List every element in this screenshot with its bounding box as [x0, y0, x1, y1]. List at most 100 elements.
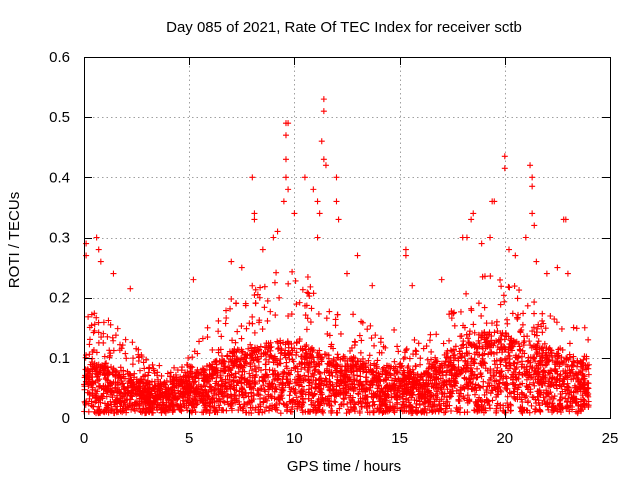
data-point — [520, 339, 527, 346]
tick-marks — [84, 57, 611, 419]
data-point — [156, 362, 163, 369]
data-point — [344, 361, 351, 368]
data-point — [547, 350, 554, 357]
data-point — [283, 401, 290, 408]
data-point — [393, 378, 400, 385]
data-point — [97, 258, 104, 265]
data-point — [498, 372, 505, 379]
data-point — [507, 407, 514, 414]
data-point — [478, 312, 485, 319]
data-point — [190, 276, 197, 283]
data-point — [488, 342, 495, 349]
data-point — [570, 324, 577, 331]
data-point — [491, 329, 498, 336]
data-point — [420, 377, 427, 384]
data-point — [438, 406, 445, 413]
data-point — [485, 351, 492, 358]
data-point — [476, 351, 483, 358]
data-point — [309, 370, 316, 377]
data-point — [288, 398, 295, 405]
data-point — [542, 393, 549, 400]
data-point — [91, 321, 98, 328]
data-point — [447, 393, 454, 400]
data-point — [375, 371, 382, 378]
data-point — [272, 371, 279, 378]
data-point — [221, 367, 228, 374]
data-point — [535, 364, 542, 371]
data-point — [334, 365, 341, 372]
data-point — [540, 320, 547, 327]
data-point — [117, 395, 124, 402]
data-point — [564, 403, 571, 410]
data-point — [199, 335, 206, 342]
data-point — [573, 325, 580, 332]
data-point — [491, 378, 498, 385]
data-point — [417, 376, 424, 383]
data-point — [86, 351, 93, 358]
data-point — [362, 374, 369, 381]
data-point — [371, 401, 378, 408]
data-point — [347, 407, 354, 414]
data-point — [478, 330, 485, 337]
data-point — [277, 410, 284, 417]
y-axis-label: ROTI / TECUs — [6, 192, 23, 288]
data-point — [141, 373, 148, 380]
data-point — [215, 317, 222, 324]
data-point — [305, 408, 312, 415]
data-point — [479, 273, 486, 280]
data-point — [281, 351, 288, 358]
data-point — [457, 384, 464, 391]
data-point — [286, 380, 293, 387]
data-point — [499, 379, 506, 386]
data-point — [190, 384, 197, 391]
data-point — [578, 359, 585, 366]
data-point — [286, 392, 293, 399]
data-point — [138, 353, 145, 360]
data-point — [256, 378, 263, 385]
data-point — [337, 356, 344, 363]
data-point — [137, 367, 144, 374]
data-point — [301, 174, 308, 181]
data-point — [565, 384, 572, 391]
data-point — [528, 374, 535, 381]
data-point — [494, 364, 501, 371]
data-point — [542, 401, 549, 408]
data-point — [249, 320, 256, 327]
data-point — [493, 409, 500, 416]
data-point — [356, 365, 363, 372]
data-point — [209, 375, 216, 382]
data-point — [304, 350, 311, 357]
data-point — [292, 390, 299, 397]
data-point — [539, 361, 546, 368]
data-point — [336, 405, 343, 412]
data-point — [529, 183, 536, 190]
data-point — [319, 391, 326, 398]
data-point — [463, 234, 470, 241]
data-point — [529, 328, 536, 335]
data-point — [378, 402, 385, 409]
data-point — [300, 377, 307, 384]
data-point — [409, 391, 416, 398]
data-point — [206, 400, 213, 407]
data-point — [241, 351, 248, 358]
data-point — [146, 385, 153, 392]
data-point — [296, 381, 303, 388]
chart-title: Day 085 of 2021, Rate Of TEC Index for r… — [166, 19, 522, 36]
data-point — [264, 317, 271, 324]
data-point — [474, 374, 481, 381]
data-point — [325, 397, 332, 404]
data-point — [509, 310, 516, 317]
data-point — [459, 342, 466, 349]
data-point — [511, 388, 518, 395]
data-point — [304, 289, 311, 296]
data-point — [114, 406, 121, 413]
data-point — [340, 395, 347, 402]
data-point — [230, 384, 237, 391]
data-point — [476, 343, 483, 350]
data-point — [299, 346, 306, 353]
data-point — [427, 356, 434, 363]
data-point — [301, 361, 308, 368]
data-point — [194, 388, 201, 395]
data-point — [478, 240, 485, 247]
data-point — [448, 377, 455, 384]
